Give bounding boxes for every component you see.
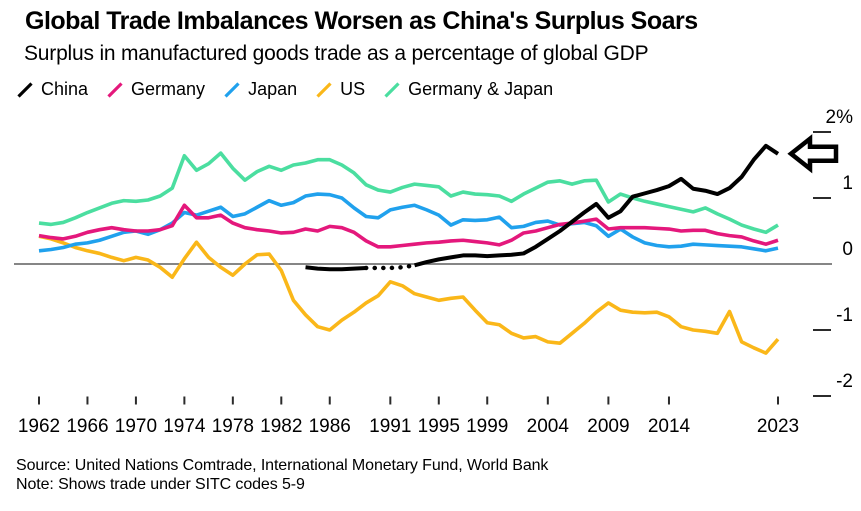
legend-label: China [41,79,89,99]
legend-item-us: US [316,79,365,100]
line-slash-icon [107,81,123,98]
legend-label: Germany & Japan [408,79,554,99]
svg-text:1966: 1966 [66,416,108,437]
line-slash-icon [17,81,33,98]
svg-text:2%: 2% [826,107,854,128]
svg-text:2014: 2014 [648,416,691,437]
svg-text:1999: 1999 [466,416,508,437]
svg-text:2009: 2009 [587,416,629,437]
svg-text:1978: 1978 [212,416,254,437]
line-slash-icon [316,81,332,98]
svg-text:2023: 2023 [757,416,799,437]
svg-text:1974: 1974 [163,416,206,437]
legend-label: US [340,79,366,99]
footer: Source: United Nations Comtrade, Interna… [16,457,548,494]
svg-text:-2: -2 [836,371,853,392]
svg-text:1970: 1970 [115,416,157,437]
svg-text:1995: 1995 [418,416,460,437]
line-slash-icon [384,81,400,98]
legend: China Germany Japan US Germany & Japan [17,79,553,100]
svg-text:1982: 1982 [260,416,302,437]
legend-item-germany: Germany [107,79,205,100]
legend-label: Germany [131,79,206,99]
svg-text:1991: 1991 [369,416,411,437]
chart-title: Global Trade Imbalances Worsen as China'… [25,7,698,35]
source-text: Source: United Nations Comtrade, Interna… [16,457,549,474]
line-slash-icon [224,81,240,98]
svg-text:2004: 2004 [527,416,570,437]
svg-text:-1: -1 [836,305,853,326]
legend-item-china: China [17,79,88,100]
svg-text:1962: 1962 [18,416,60,437]
legend-item-germany-japan: Germany & Japan [384,79,553,100]
note-text: Note: Shows trade under SITC codes 5-9 [16,475,305,493]
svg-text:1: 1 [842,173,853,194]
legend-label: Japan [248,79,298,99]
legend-item-japan: Japan [224,79,297,100]
svg-text:0: 0 [842,239,853,260]
svg-text:1986: 1986 [309,416,351,437]
chart-subtitle: Surplus in manufactured goods trade as a… [24,42,649,65]
